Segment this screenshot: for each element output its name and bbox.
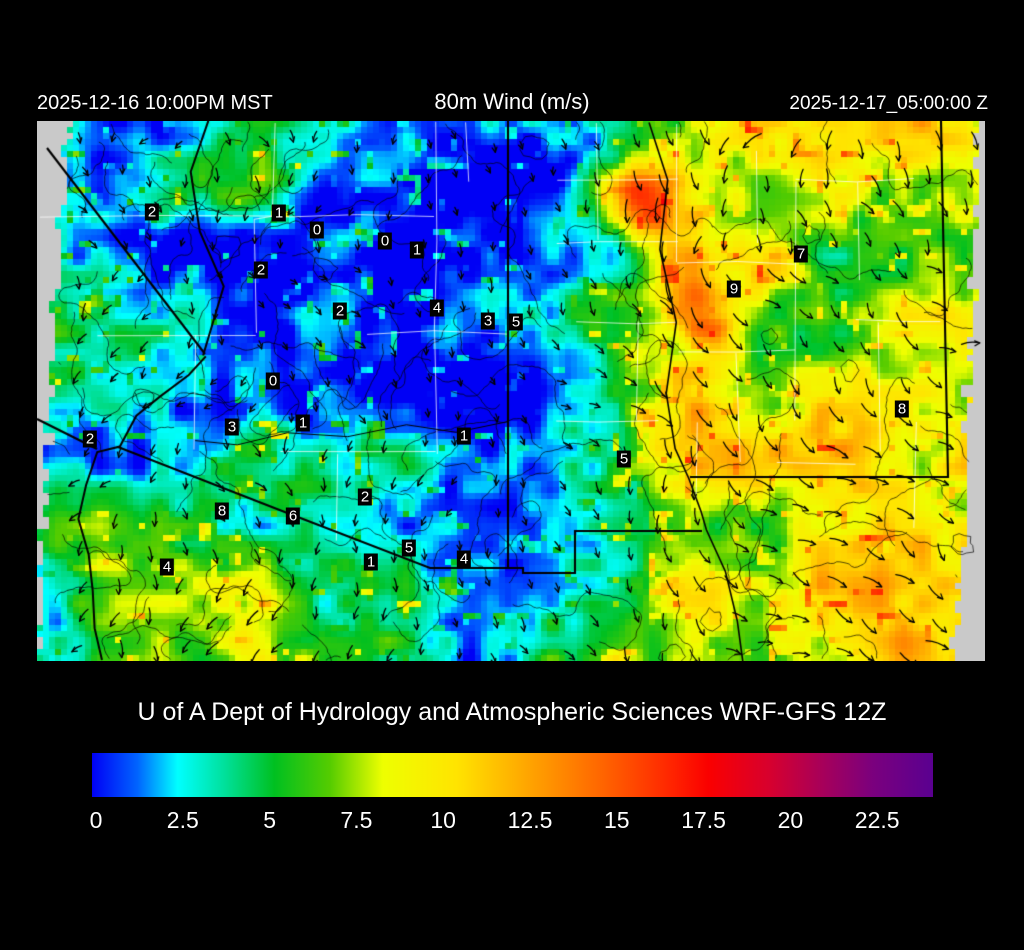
colorbar-tick-label: 20 [777,807,804,833]
wind-speed-field-map [37,121,985,661]
station-wind-value: 2 [82,430,98,448]
station-wind-value: 9 [726,280,742,298]
station-wind-value: 7 [793,245,809,263]
colorbar-tick-label: 7.5 [340,807,373,833]
valid-time-local: 2025-12-16 10:00PM MST [37,92,273,114]
colorbar-tick-label: 0 [89,807,103,833]
station-wind-value: 2 [253,261,269,279]
station-wind-value: 3 [480,312,496,330]
station-wind-value: 8 [214,502,230,520]
station-wind-value: 1 [363,553,379,571]
colorbar-tick-label: 15 [604,807,630,833]
colorbar-tick-label: 22.5 [854,807,900,833]
station-wind-value: 1 [409,241,425,259]
colorbar-tick-label: 2.5 [166,807,199,833]
plot-title: 80m Wind (m/s) [434,89,590,114]
station-wind-value: 4 [159,558,175,576]
station-wind-value: 6 [285,507,301,525]
station-wind-value: 3 [224,418,240,436]
station-wind-value: 4 [456,550,472,568]
station-wind-value: 0 [265,372,281,390]
colorbar: 0 2.5 5 7.5 10 12.5 15 17.5 20 22.5 [89,753,933,838]
station-wind-value: 0 [377,232,393,250]
valid-time-utc: 2025-12-17_05:00:00 Z [789,93,988,114]
colorbar-tick-label: 10 [430,807,456,833]
colorbar-tick-label: 17.5 [681,807,726,833]
station-wind-value: 0 [309,221,325,239]
station-wind-value: 5 [401,539,417,557]
station-wind-value: 8 [894,400,910,418]
station-wind-value: 2 [357,488,373,506]
colorbar-ticks: 0 2.5 5 7.5 10 12.5 15 17.5 20 22.5 [89,797,933,837]
colorbar-gradient [92,753,933,797]
station-wind-value: 1 [295,414,311,432]
colorbar-tick-label: 5 [263,807,276,833]
station-wind-value: 1 [456,427,472,445]
station-wind-value: 5 [508,313,524,331]
station-wind-value: 4 [429,299,445,317]
credit-line: U of A Dept of Hydrology and Atmospheric… [137,698,887,726]
station-wind-value: 1 [271,204,287,222]
station-wind-value: 2 [144,203,160,221]
station-wind-value: 2 [332,302,348,320]
station-wind-value: 5 [616,450,632,468]
colorbar-tick-label: 12.5 [507,807,553,833]
